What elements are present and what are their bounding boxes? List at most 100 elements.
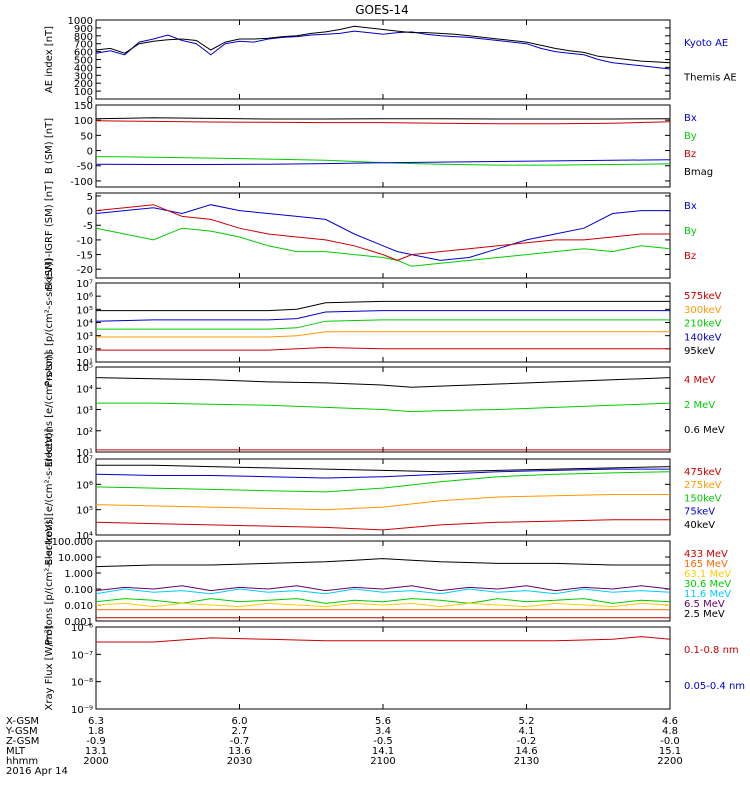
panel-protons1: 10¹ 10² 10³ 10⁴ 10⁵ 10⁶ 10⁷ Protons [p/(cm²-s-s… [44, 258, 722, 386]
legend-entry: 275keV [684, 480, 722, 491]
y-tick-label: 10⁻⁷ [71, 650, 93, 661]
y-tick-label: 700 [74, 40, 93, 51]
series-themis-ae [95, 25, 671, 64]
legend-entry: 40keV [684, 520, 715, 531]
legend-entry: 63.1 MeV [684, 569, 731, 580]
panel-protons2: 0.001 0.010 0.100 1.000 10.000 100.000Protons… [44, 517, 731, 645]
ephemeris-value: 1.8 [88, 726, 104, 737]
y-tick-label: 0 [87, 147, 93, 158]
y-tick-label: 10⁶ [76, 480, 93, 491]
series-210kev [96, 319, 670, 330]
legend-entry: 11.6 MeV [684, 589, 731, 600]
legend-entry: By [684, 226, 697, 237]
y-tick-label: -5 [83, 221, 93, 232]
series-6-5-mev [95, 585, 671, 592]
panel-frame [95, 19, 671, 100]
y-tick-label: 500 [74, 56, 93, 67]
y-tick-label: 300 [74, 71, 93, 82]
legend-entry: Bmag [684, 167, 713, 178]
panel-frame [95, 540, 671, 622]
legend-entry: 0.6 MeV [684, 425, 725, 436]
ephemeris-value: 13.1 [85, 746, 107, 757]
y-tick-label: 10⁴ [76, 384, 93, 395]
y-tick-label: -50 [77, 162, 93, 173]
series-30-6-mev [95, 598, 671, 604]
series-bz [95, 120, 671, 125]
y-axis-label: Protons [p/(cm²-s-sr-keV)] [44, 258, 55, 386]
y-tick-label: 600 [74, 48, 93, 59]
series-140kev [95, 310, 670, 322]
series-275kev [95, 494, 670, 511]
y-tick-label: 1.000 [64, 569, 93, 580]
panel-bsm: -100 -50 0 50 100 150 B (SM) [nT] Bx By Bz Bmag [44, 101, 713, 188]
y-tick-label: 100.000 [52, 537, 93, 548]
legend-entry: 2 MeV [684, 400, 715, 411]
legend-entry: 210keV [684, 319, 722, 330]
y-axis-label: Electrons [e/(cm²-s-sr)] [44, 352, 55, 468]
ephemeris-value: 2130 [514, 756, 539, 767]
series-75kev [95, 468, 670, 479]
series-2-5-mev [95, 558, 670, 568]
series-by [95, 227, 671, 267]
panel-frame [95, 104, 671, 188]
y-tick-label: 10¹ [76, 358, 93, 369]
legend-entry: Kyoto AE [684, 38, 728, 49]
y-tick-label: 10⁵ [76, 305, 93, 316]
series-475kev [95, 519, 670, 531]
y-tick-label: 10⁵ [76, 363, 93, 374]
y-tick-label: 50 [80, 131, 93, 142]
y-tick-label: 10⁶ [76, 292, 93, 303]
y-tick-label: 100 [74, 87, 93, 98]
legend-entry: Themis AE [683, 73, 737, 84]
y-tick-label: 10⁵ [76, 506, 93, 517]
series-300kev [96, 331, 670, 338]
ephemeris-value: 5.2 [519, 716, 535, 727]
y-tick-label: 10¹ [76, 448, 93, 459]
ephemeris-value: -0.0 [660, 736, 680, 747]
y-axis-label: Electrons [e/(cm²-s-sr-keV)] [44, 428, 55, 565]
y-tick-label: 100 [74, 116, 93, 127]
legend-entry: 165 MeV [684, 559, 728, 570]
legend-entry: 150keV [684, 493, 722, 504]
panel-electrons2: 10⁴ 10⁵ 10⁶ 10⁷ Electrons [e/(cm²-s-sr-keV)]… [44, 428, 722, 565]
panel-digrf: -20 -15 -10 -5 0 5 B (SM)-IGRF (SM) [nT] Bx By Bz [44, 181, 697, 290]
series-150kev [95, 471, 671, 493]
ephemeris-value: 2000 [83, 756, 108, 767]
legend-entry: Bx [684, 113, 697, 124]
ephemeris-value: -0.5 [373, 736, 393, 747]
legend-entry: 4 MeV [684, 375, 715, 386]
y-tick-label: 10.000 [58, 553, 93, 564]
y-tick-label: 10² [76, 345, 93, 356]
series-kyoto-ae [95, 30, 671, 70]
ephemeris-value: 15.1 [659, 746, 681, 757]
legend-entry: Bz [684, 149, 696, 160]
ephemeris-value: 2030 [227, 756, 252, 767]
y-tick-label: 10⁻⁹ [71, 705, 93, 716]
series-40kev [96, 464, 671, 473]
y-tick-label: 10² [76, 427, 93, 438]
chart-title: GOES-14 [355, 3, 409, 17]
legend-entry: 95keV [684, 346, 715, 357]
y-tick-label: 10⁷ [76, 279, 93, 290]
ephemeris-row-label: hhmm [6, 756, 38, 767]
series-11-6-mev [95, 588, 671, 595]
ephemeris-value: 2.7 [232, 726, 248, 737]
series-bz [95, 204, 670, 261]
series-575kev [96, 346, 670, 351]
panel-frame [95, 192, 671, 279]
y-tick-label: 900 [74, 24, 93, 35]
legend-entry: 433 MeV [684, 549, 728, 560]
y-tick-label: 10⁻⁸ [71, 678, 93, 689]
y-tick-label: -15 [77, 251, 93, 262]
ephemeris-row-label: MLT [6, 746, 26, 757]
series-0-1-0-8-nm [96, 636, 671, 643]
y-tick-label: 800 [74, 32, 93, 43]
y-tick-label: 0.001 [64, 617, 93, 628]
ephemeris-value: 4.6 [662, 716, 678, 727]
ephemeris-value: 13.6 [228, 746, 250, 757]
ephemeris-value: 14.6 [515, 746, 537, 757]
y-tick-label: 200 [74, 79, 93, 90]
